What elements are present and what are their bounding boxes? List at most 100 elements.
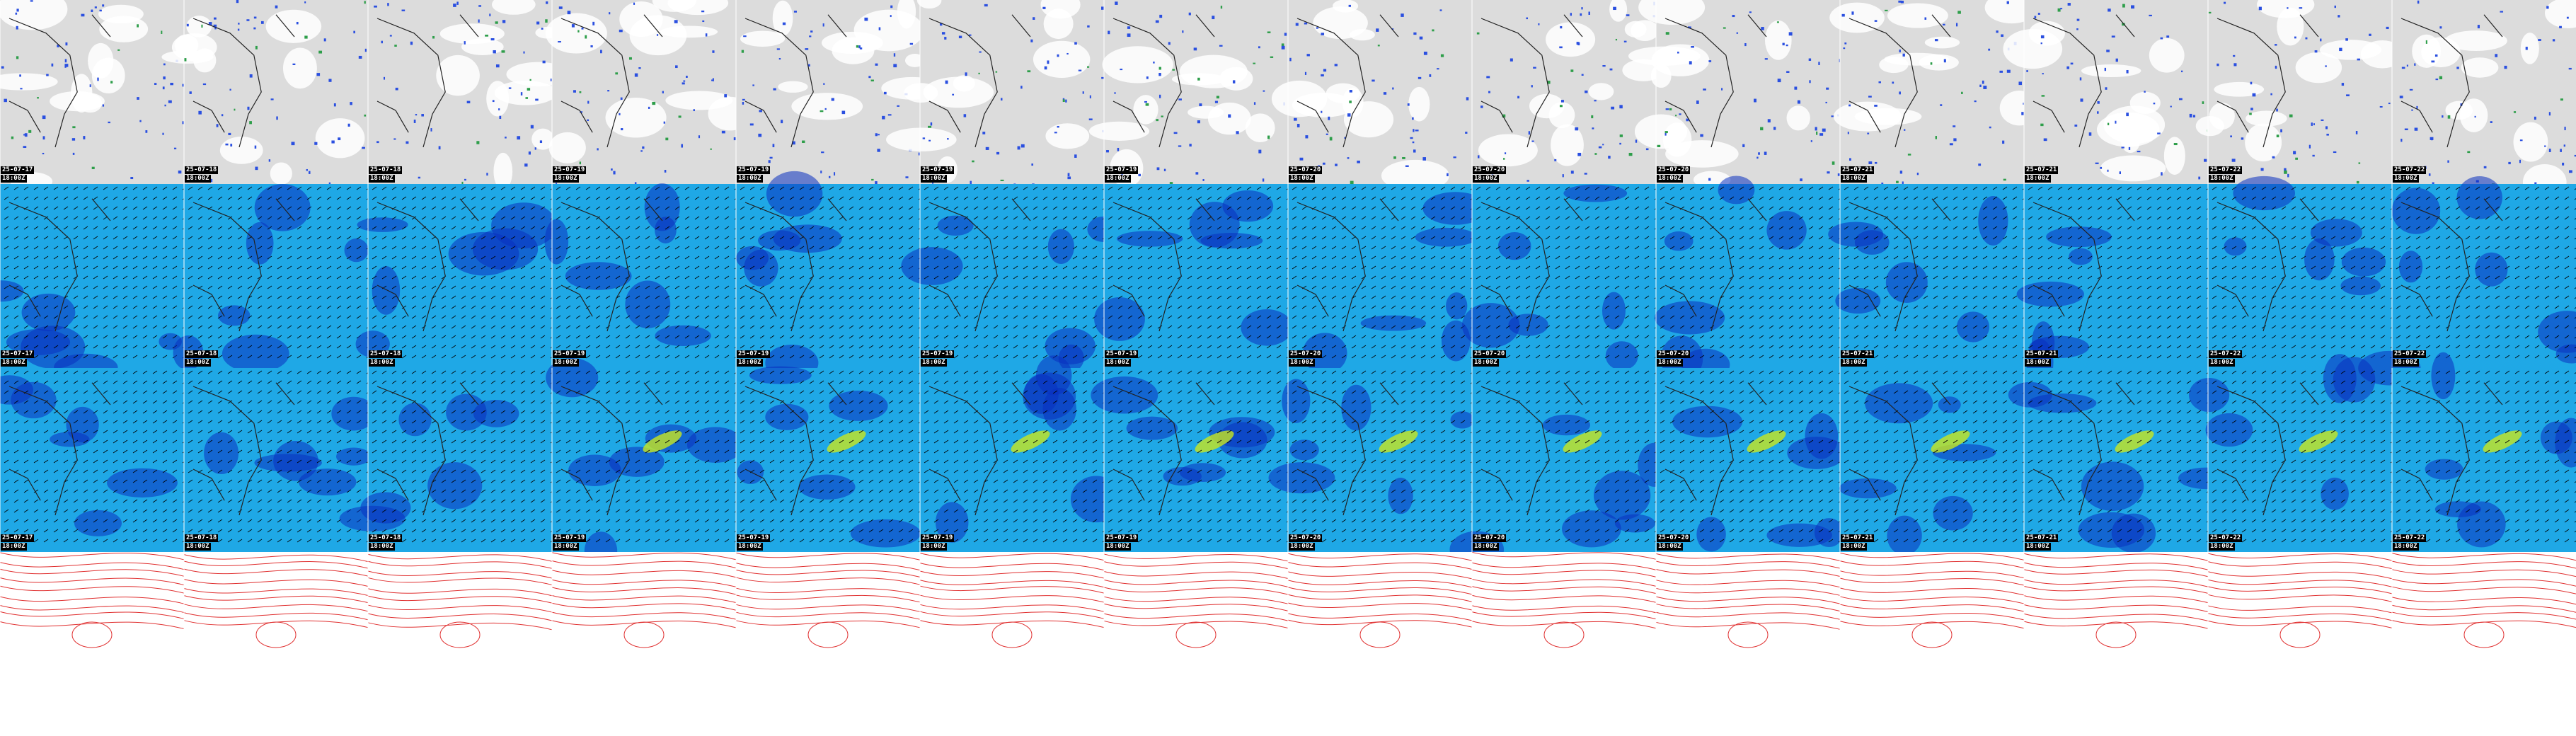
panel-pressure-contours-3: [367, 552, 553, 736]
panel-wind-lower-4: [546, 358, 744, 571]
panel-label-cloud-precip-1: 25-07-17 18:00Z: [1, 166, 50, 183]
panel-time: 18:00Z: [1841, 175, 1867, 183]
panel-label-wind-upper-12: 25-07-21 18:00Z: [2025, 350, 2074, 367]
panel-label-wind-upper-5: 25-07-19 18:00Z: [737, 350, 786, 367]
panel-time: 18:00Z: [369, 359, 395, 367]
panel-label-cloud-precip-11: 25-07-21 18:00Z: [1841, 166, 1890, 183]
panel-wind-upper-11: [1828, 184, 2028, 368]
panel-time: 18:00Z: [1657, 543, 1683, 551]
panel-cloud-precip-4: [545, 0, 752, 186]
panel-wind-upper-6: [901, 184, 1120, 372]
panel-cloud-precip-1: [0, 0, 186, 191]
panel-date: 25-07-17: [1, 534, 35, 542]
panel-date: 25-07-19: [1105, 166, 1139, 174]
panel-cloud-precip-14: [2391, 0, 2576, 200]
panel-time: 18:00Z: [1105, 359, 1131, 367]
panel-time: 18:00Z: [369, 175, 395, 183]
panel-time: 18:00Z: [1289, 543, 1315, 551]
panel-time: 18:00Z: [2025, 543, 2051, 551]
panel-date: 25-07-19: [921, 534, 955, 542]
panel-label-cloud-precip-10: 25-07-20 18:00Z: [1657, 166, 1706, 183]
panel-date: 25-07-18: [185, 350, 219, 358]
panel-date: 25-07-20: [1473, 166, 1507, 174]
panel-label-cloud-precip-2: 25-07-18 18:00Z: [185, 166, 234, 183]
panel-time: 18:00Z: [2209, 175, 2235, 183]
panel-cloud-precip-7: [1088, 0, 1288, 188]
panel-date: 25-07-20: [1657, 534, 1691, 542]
panel-date: 25-07-18: [185, 534, 219, 542]
panel-label-cloud-precip-4: 25-07-19 18:00Z: [553, 166, 602, 183]
panel-label-wind-lower-14: 25-07-22 18:00Z: [2393, 534, 2442, 551]
panel-time: 18:00Z: [1473, 543, 1499, 551]
panel-pressure-contours-6: [919, 552, 1105, 736]
panel-date: 25-07-19: [553, 166, 587, 174]
panel-pressure-contours-4: [551, 552, 737, 736]
panel-date: 25-07-19: [553, 534, 587, 542]
panel-pressure-contours-7: [1103, 552, 1289, 736]
panel-date: 25-07-19: [921, 166, 955, 174]
panel-cloud-precip-10: [1628, 0, 1842, 189]
panel-wind-upper-4: [544, 183, 740, 368]
panel-date: 25-07-19: [1105, 350, 1139, 358]
panel-label-wind-upper-9: 25-07-20 18:00Z: [1473, 350, 1522, 367]
panel-label-wind-upper-7: 25-07-19 18:00Z: [1105, 350, 1154, 367]
panel-label-cloud-precip-8: 25-07-20 18:00Z: [1289, 166, 1338, 183]
panel-date: 25-07-21: [1841, 350, 1875, 358]
panel-time: 18:00Z: [1, 359, 27, 367]
panel-wind-lower-11: [1839, 368, 2028, 556]
panel-date: 25-07-18: [185, 166, 219, 174]
panel-date: 25-07-22: [2393, 534, 2427, 542]
panel-cloud-precip-2: [161, 0, 369, 185]
panel-time: 18:00Z: [2393, 175, 2419, 183]
panel-cloud-precip-12: [2003, 0, 2210, 184]
panel-wind-lower-10: [1655, 368, 1846, 552]
panel-label-wind-lower-11: 25-07-21 18:00Z: [1841, 534, 1890, 551]
panel-time: 18:00Z: [921, 359, 947, 367]
panel-label-wind-upper-11: 25-07-21 18:00Z: [1841, 350, 1890, 367]
panel-wind-lower-2: [183, 368, 376, 552]
panel-time: 18:00Z: [1105, 175, 1131, 183]
panel-time: 18:00Z: [1, 175, 27, 183]
panel-time: 18:00Z: [553, 359, 579, 367]
panel-wind-lower-5: [735, 366, 924, 552]
panel-date: 25-07-18: [369, 166, 403, 174]
panel-label-wind-lower-12: 25-07-21 18:00Z: [2025, 534, 2074, 551]
panel-label-wind-lower-10: 25-07-20 18:00Z: [1657, 534, 1706, 551]
panel-time: 18:00Z: [2393, 543, 2419, 551]
panel-label-wind-lower-8: 25-07-20 18:00Z: [1289, 534, 1338, 551]
panel-label-wind-upper-10: 25-07-20 18:00Z: [1657, 350, 1706, 367]
panel-label-wind-upper-2: 25-07-18 18:00Z: [185, 350, 234, 367]
panel-wind-upper-14: [2391, 176, 2576, 368]
panel-date: 25-07-22: [2209, 166, 2243, 174]
panel-time: 18:00Z: [1105, 543, 1131, 551]
panel-wind-upper-1: [0, 184, 188, 381]
panel-time: 18:00Z: [185, 543, 211, 551]
panel-time: 18:00Z: [921, 175, 947, 183]
panel-date: 25-07-19: [921, 350, 955, 358]
panel-label-wind-lower-13: 25-07-22 18:00Z: [2209, 534, 2258, 551]
panel-date: 25-07-20: [1473, 350, 1507, 358]
panel-label-cloud-precip-3: 25-07-18 18:00Z: [369, 166, 418, 183]
panel-label-wind-upper-14: 25-07-22 18:00Z: [2393, 350, 2442, 367]
panel-pressure-contours-8: [1287, 552, 1473, 736]
panel-time: 18:00Z: [185, 359, 211, 367]
panel-wind-upper-9: [1461, 184, 1660, 371]
panel-label-wind-lower-3: 25-07-18 18:00Z: [369, 534, 418, 551]
panel-label-wind-lower-9: 25-07-20 18:00Z: [1473, 534, 1522, 551]
panel-time: 18:00Z: [185, 175, 211, 183]
panel-date: 25-07-17: [1, 350, 35, 358]
panel-time: 18:00Z: [553, 175, 579, 183]
panel-pressure-contours-1: [0, 552, 185, 736]
panel-pressure-contours-9: [1471, 551, 1657, 736]
panel-date: 25-07-19: [553, 350, 587, 358]
panel-time: 18:00Z: [2025, 175, 2051, 183]
panel-cloud-precip-8: [1271, 0, 1472, 192]
panel-label-wind-lower-6: 25-07-19 18:00Z: [921, 534, 970, 551]
panel-date: 25-07-18: [369, 350, 403, 358]
panel-date: 25-07-18: [369, 534, 403, 542]
panel-wind-lower-14: [2391, 352, 2576, 552]
panel-label-cloud-precip-13: 25-07-22 18:00Z: [2209, 166, 2258, 183]
panel-pressure-contours-10: [1655, 552, 1841, 736]
panel-label-cloud-precip-7: 25-07-19 18:00Z: [1105, 166, 1154, 183]
panel-label-cloud-precip-12: 25-07-21 18:00Z: [2025, 166, 2074, 183]
